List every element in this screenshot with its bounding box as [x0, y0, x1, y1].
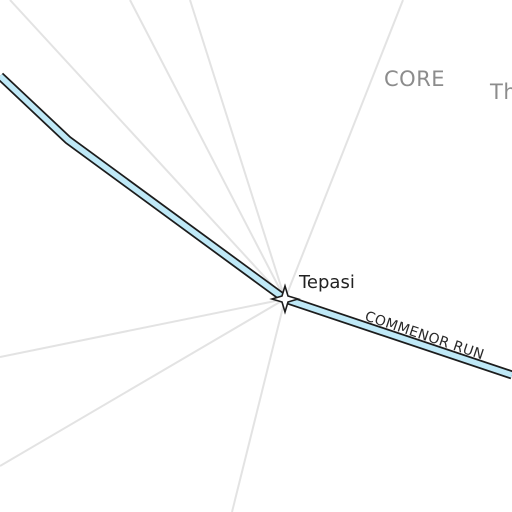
hyperlane-fill — [0, 73, 512, 378]
guide-lines — [0, 0, 404, 512]
region-label-partial: Th — [489, 80, 512, 104]
guide-line — [9, 0, 286, 300]
guide-line — [189, 0, 286, 300]
system-tepasi[interactable]: Tepasi — [269, 272, 355, 315]
system-label: Tepasi — [298, 272, 355, 293]
hyperlane-label: COMMENOR RUN — [363, 309, 486, 364]
guide-line — [0, 298, 286, 467]
guide-line — [0, 298, 286, 358]
guide-line — [129, 0, 286, 300]
region-label-core: CORE — [384, 67, 445, 91]
guide-line — [284, 0, 404, 300]
hyperlane-route[interactable] — [0, 72, 512, 380]
guide-line — [231, 298, 286, 512]
star-icon[interactable] — [269, 283, 301, 315]
